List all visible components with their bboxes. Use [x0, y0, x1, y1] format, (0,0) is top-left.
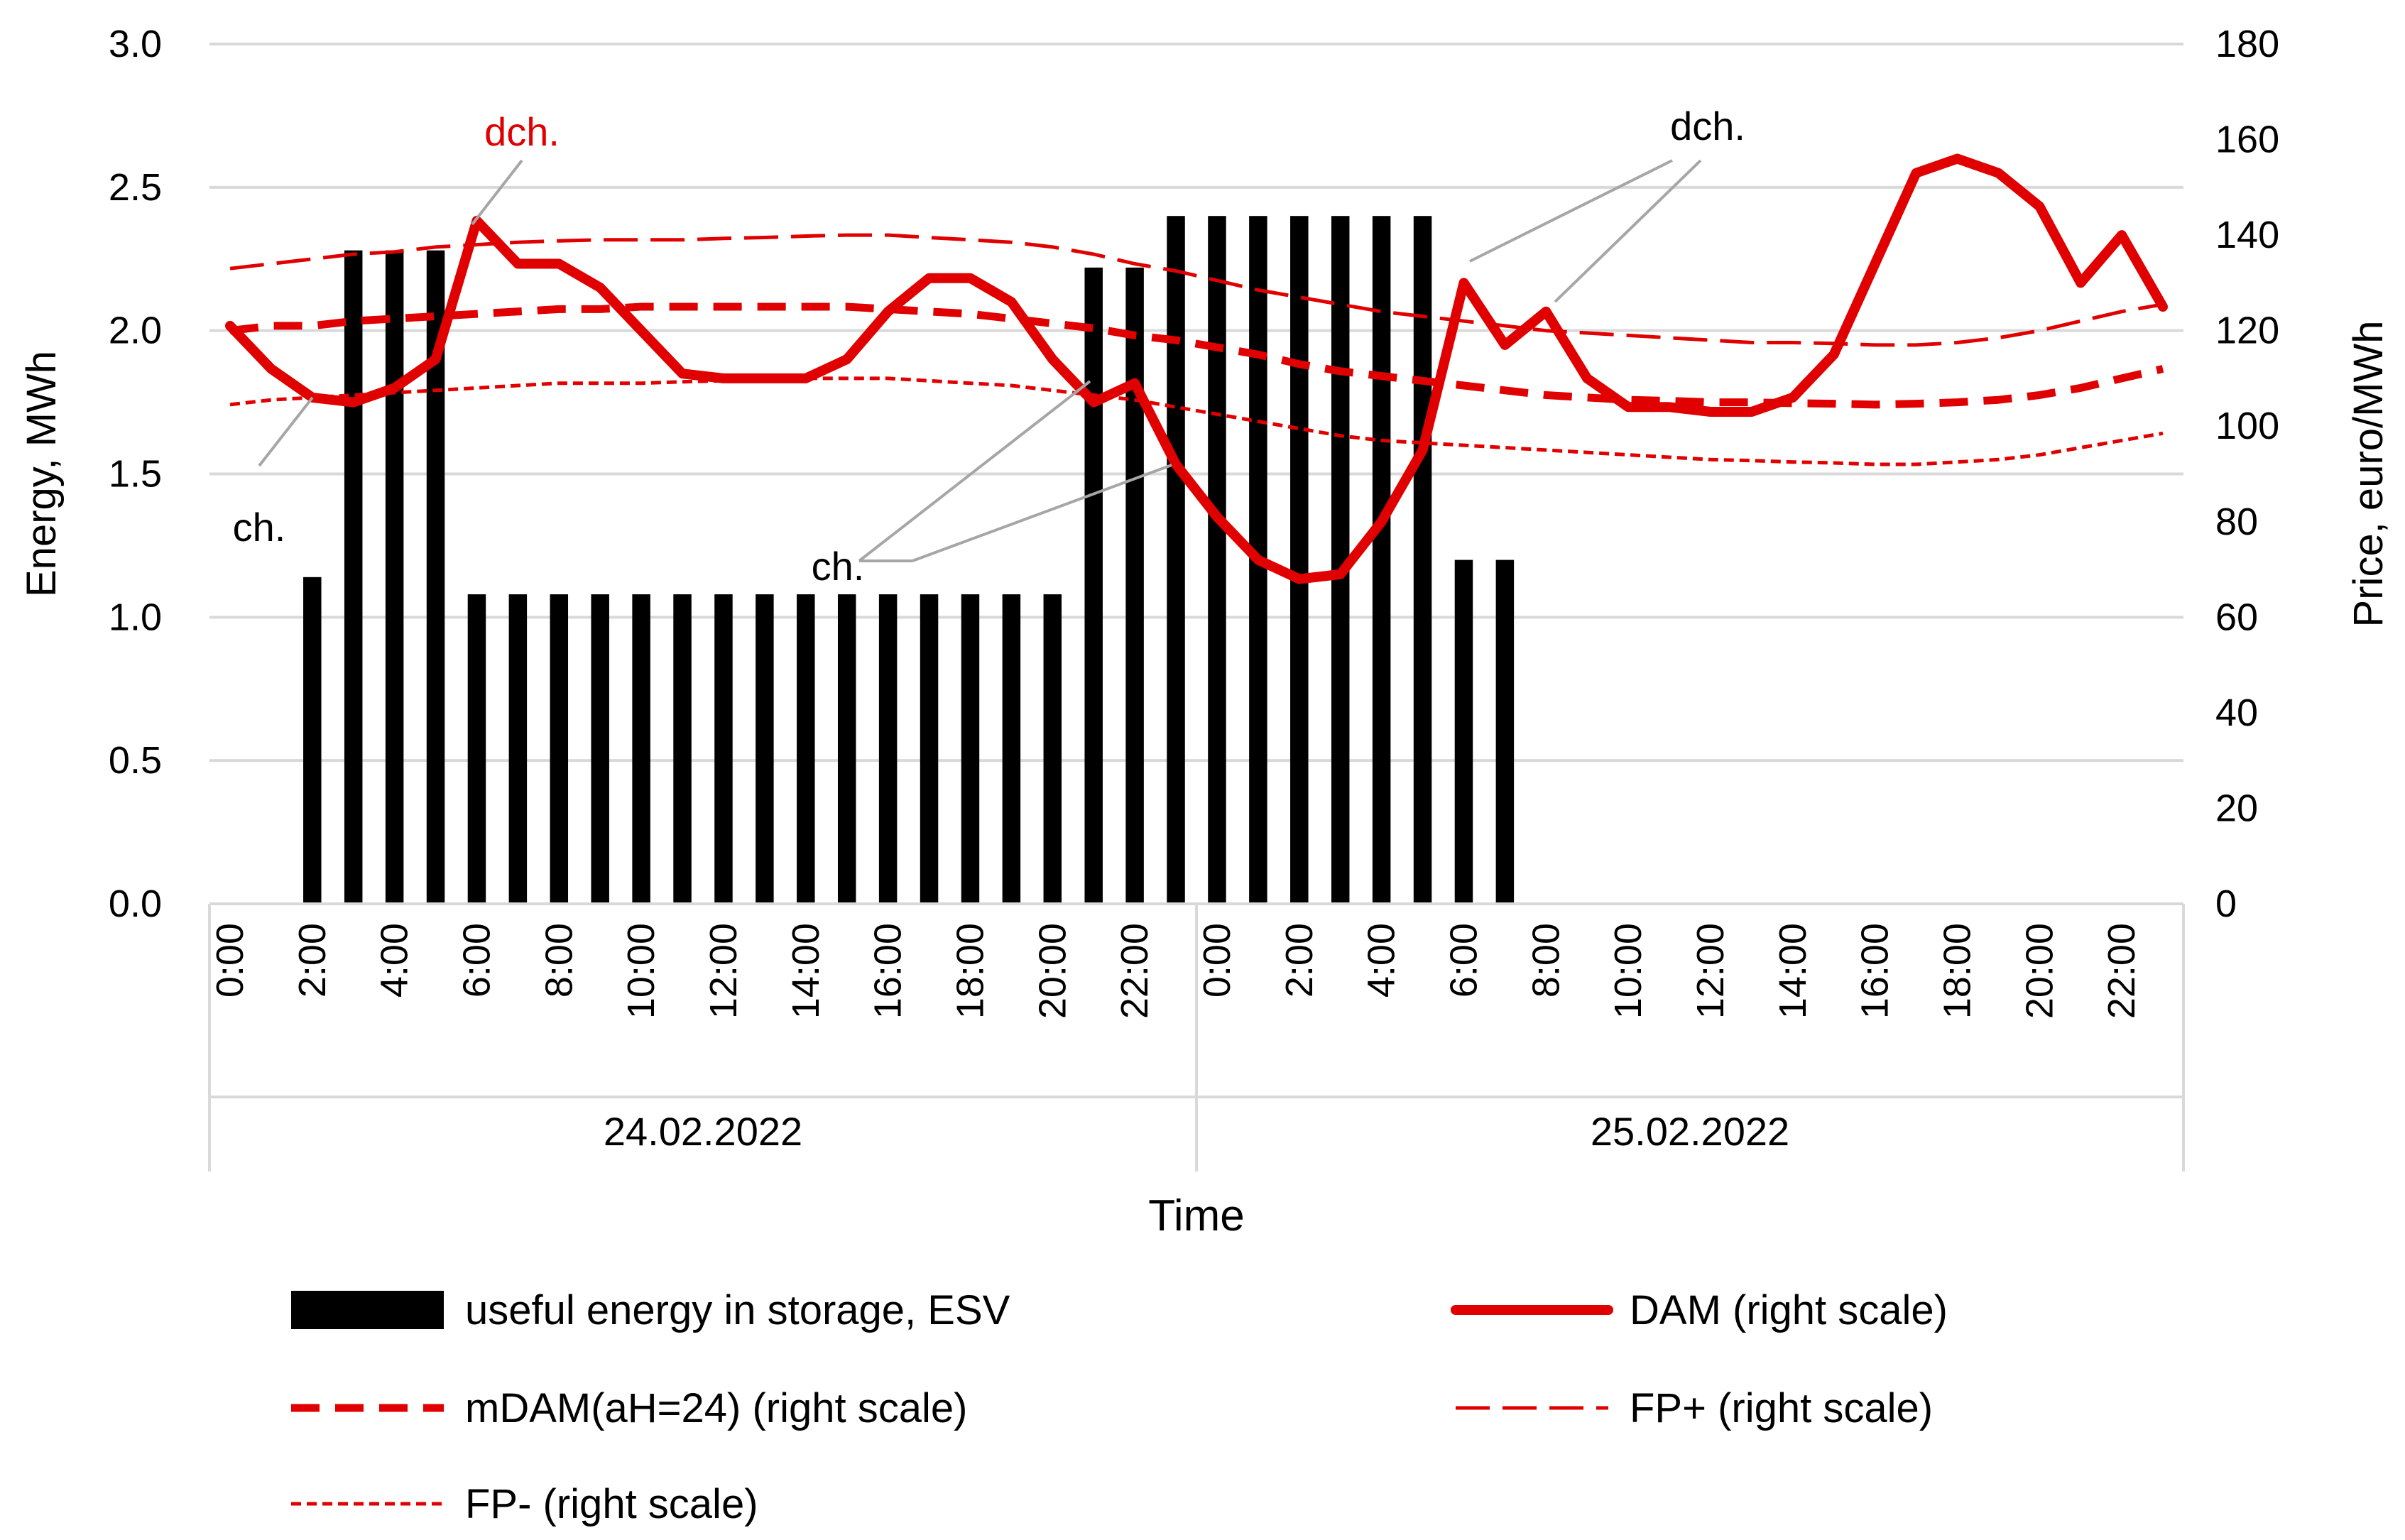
energy-bar	[1495, 559, 1515, 904]
annotation-leader	[1554, 159, 1702, 303]
hour-label: 8:00	[1525, 923, 1567, 998]
energy-bar	[1043, 594, 1062, 904]
energy-bar	[673, 594, 692, 904]
left-tick-label: 0.0	[109, 883, 162, 925]
annotation-leader	[258, 396, 314, 467]
legend-label: mDAM(aH=24) (right scale)	[465, 1385, 967, 1431]
energy-bar	[797, 594, 815, 904]
price-lines	[225, 153, 2168, 584]
left-tick-label: 3.0	[109, 23, 162, 65]
legend-label: FP- (right scale)	[465, 1481, 758, 1527]
legend-label: useful energy in storage, ESV	[465, 1287, 1010, 1333]
energy-bar	[467, 594, 486, 904]
right-tick-label: 0	[2215, 883, 2237, 925]
left-tick-label: 2.5	[109, 166, 162, 209]
hour-label: 16:00	[867, 923, 910, 1019]
energy-bar	[1372, 216, 1391, 904]
left-tick-label: 1.0	[109, 596, 162, 638]
right-axis-title: Price, euro/MWh	[2345, 321, 2392, 628]
energy-bar	[508, 594, 528, 904]
energy-bar	[1002, 594, 1021, 904]
line-mdam-ah-24-	[229, 302, 2164, 409]
hour-label: 16:00	[1854, 923, 1897, 1019]
hour-label: 4:00	[1360, 923, 1403, 998]
annotation-leader	[912, 464, 1172, 562]
hour-label: 2:00	[291, 923, 334, 998]
legend: useful energy in storage, ESV DAM (right …	[291, 1287, 1948, 1527]
hour-label: 18:00	[1936, 923, 1978, 1019]
right-tick-label: 40	[2215, 692, 2258, 734]
axes: 0.0 0.5 1.0 1.5 2.0 2.5 3.0 0 20 40 60 80 100 120 140 1…	[18, 23, 2392, 1240]
right-tick-label: 60	[2215, 596, 2258, 638]
hour-label: 20:00	[2018, 923, 2061, 1019]
legend-swatch-bar	[291, 1291, 444, 1329]
right-tick-label: 80	[2215, 501, 2258, 543]
hour-label: 8:00	[538, 923, 580, 998]
energy-bar	[1167, 216, 1185, 904]
day-label: 25.02.2022	[1591, 1109, 1789, 1154]
hour-label: 10:00	[620, 923, 662, 1019]
hour-label: 2:00	[1278, 923, 1321, 998]
line-fp-	[229, 376, 2164, 466]
annotation-ch: ch.	[812, 544, 865, 589]
right-tick-label: 100	[2215, 405, 2279, 447]
annotations: dch. dch. ch. ch.	[233, 104, 1745, 589]
hour-label: 12:00	[702, 923, 745, 1019]
right-tick-label: 140	[2215, 214, 2279, 256]
right-tick-label: 120	[2215, 310, 2279, 352]
energy-bar	[1084, 267, 1103, 904]
annotation-dch: dch.	[1670, 104, 1745, 148]
left-axis-title: Energy, MWh	[18, 351, 65, 597]
energy-bar	[1413, 216, 1432, 904]
annotation-leader	[1469, 159, 1673, 263]
energy-bar	[1208, 216, 1226, 904]
annotation-leader	[858, 380, 1091, 562]
hour-label: 4:00	[373, 923, 416, 998]
right-tick-label: 160	[2215, 119, 2279, 161]
energy-bar	[920, 594, 939, 904]
hour-label: 12:00	[1689, 923, 1732, 1019]
energy-bar	[344, 250, 363, 904]
hour-label: 18:00	[949, 923, 991, 1019]
annotation-ch: ch.	[233, 505, 286, 550]
energy-bar	[714, 594, 733, 904]
day-label: 24.02.2022	[604, 1109, 802, 1154]
hour-label: 22:00	[2100, 923, 2143, 1019]
left-tick-label: 1.5	[109, 453, 162, 496]
legend-label: FP+ (right scale)	[1630, 1385, 1933, 1431]
energy-bar	[961, 594, 980, 904]
line-fp-	[229, 233, 2164, 347]
energy-bar	[303, 577, 322, 904]
hour-label: 6:00	[1442, 923, 1485, 998]
hour-label: 6:00	[455, 923, 498, 998]
energy-bar	[591, 594, 609, 904]
energy-bar	[632, 594, 650, 904]
legend-label: DAM (right scale)	[1630, 1287, 1948, 1333]
hour-label: 14:00	[1772, 923, 1814, 1019]
energy-bar	[756, 594, 774, 904]
annotation-dch: dch.	[484, 109, 560, 154]
energy-bar	[1290, 216, 1309, 904]
hour-label: 14:00	[785, 923, 827, 1019]
x-axis-title: Time	[1148, 1191, 1244, 1240]
hour-label: 20:00	[1031, 923, 1074, 1019]
hour-label: 0:00	[1196, 923, 1238, 998]
energy-bar	[1125, 267, 1144, 904]
grid-lines	[209, 43, 2183, 763]
right-tick-label: 180	[2215, 23, 2279, 65]
energy-bar	[550, 594, 569, 904]
left-tick-label: 2.0	[109, 310, 162, 352]
right-tick-label: 20	[2215, 787, 2258, 829]
energy-bar	[837, 594, 856, 904]
energy-bar	[878, 594, 898, 904]
hour-label: 22:00	[1113, 923, 1156, 1019]
left-tick-label: 0.5	[109, 739, 162, 782]
line-dam	[225, 153, 2168, 584]
hour-label: 0:00	[209, 923, 251, 998]
energy-bar	[385, 250, 404, 904]
annotation-leader	[471, 159, 523, 226]
hour-label: 10:00	[1607, 923, 1649, 1019]
energy-bar	[1454, 559, 1473, 904]
